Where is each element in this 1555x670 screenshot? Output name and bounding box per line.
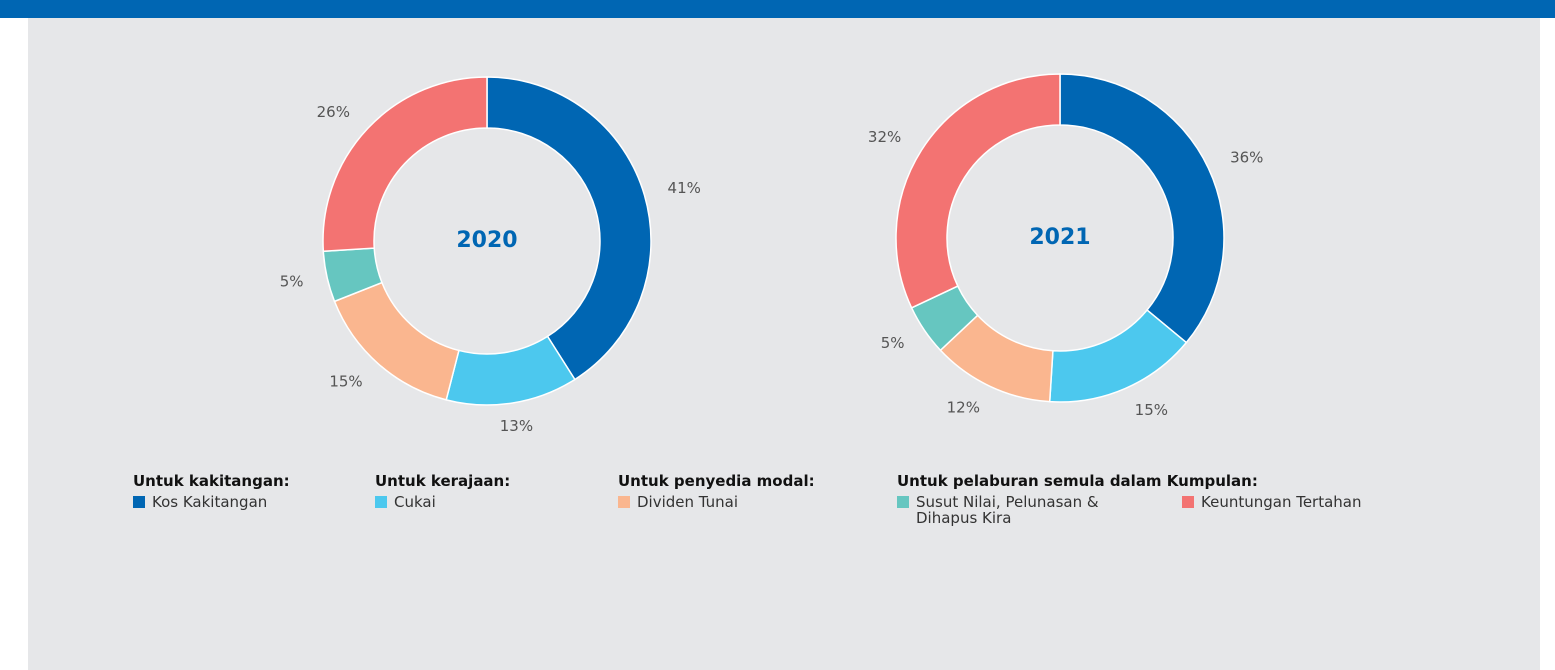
legend-swatch [133, 496, 145, 508]
legend-item: Susut Nilai, Pelunasan & Dihapus Kira [897, 494, 1126, 526]
donut-segment [1059, 73, 1225, 344]
data-label: 15% [329, 373, 362, 391]
legend-label: Dividen Tunai [637, 493, 739, 511]
legend-swatch [1182, 496, 1194, 508]
center-title: 2020 [456, 228, 517, 253]
top-bar [0, 0, 1555, 18]
legend-label: Kos Kakitangan [152, 493, 268, 511]
legend-group-title: Untuk kerajaan: [375, 472, 511, 490]
data-label: 13% [500, 417, 533, 435]
data-label: 41% [668, 179, 701, 197]
legend-item: Dividen Tunai [618, 494, 738, 510]
data-label: 5% [881, 334, 905, 352]
legend-item: Cukai [375, 494, 436, 510]
legend-items: Cukai [375, 494, 510, 510]
legend-group: Untuk kakitangan: Kos Kakitangan [133, 472, 290, 510]
legend-item: Kos Kakitangan [133, 494, 267, 510]
donut-segment [895, 73, 1061, 309]
legend-group-title: Untuk kakitangan: [133, 472, 290, 490]
data-label: 36% [1230, 148, 1263, 166]
legend-items: Dividen Tunai [618, 494, 815, 510]
legend-swatch [618, 496, 630, 508]
donut-segment [322, 76, 488, 253]
legend-swatch [897, 496, 909, 508]
data-label: 12% [947, 399, 980, 417]
legend-item: Keuntungan Tertahan [1182, 494, 1362, 526]
legend-group: Untuk penyedia modal: Dividen Tunai [618, 472, 815, 510]
legend-items: Kos Kakitangan [133, 494, 290, 510]
panel [28, 18, 1540, 670]
data-label: 32% [868, 128, 901, 146]
legend-label: Cukai [394, 493, 436, 511]
legend-label: Susut Nilai, Pelunasan & Dihapus Kira [916, 493, 1099, 527]
legend-group-title: Untuk pelaburan semula dalam Kumpulan: [897, 472, 1258, 490]
legend-swatch [375, 496, 387, 508]
legend-items: Susut Nilai, Pelunasan & Dihapus Kira Keu… [897, 494, 1362, 526]
donut-segment [486, 76, 652, 381]
data-label: 26% [317, 103, 350, 121]
data-label: 5% [280, 273, 304, 291]
data-label: 15% [1135, 401, 1168, 419]
legend-label: Keuntungan Tertahan [1201, 493, 1362, 511]
legend-group-title: Untuk penyedia modal: [618, 472, 815, 490]
legend-group: Untuk pelaburan semula dalam Kumpulan: Su… [897, 472, 1362, 526]
legend-group: Untuk kerajaan: Cukai [375, 472, 510, 510]
center-title: 2021 [1029, 225, 1090, 250]
